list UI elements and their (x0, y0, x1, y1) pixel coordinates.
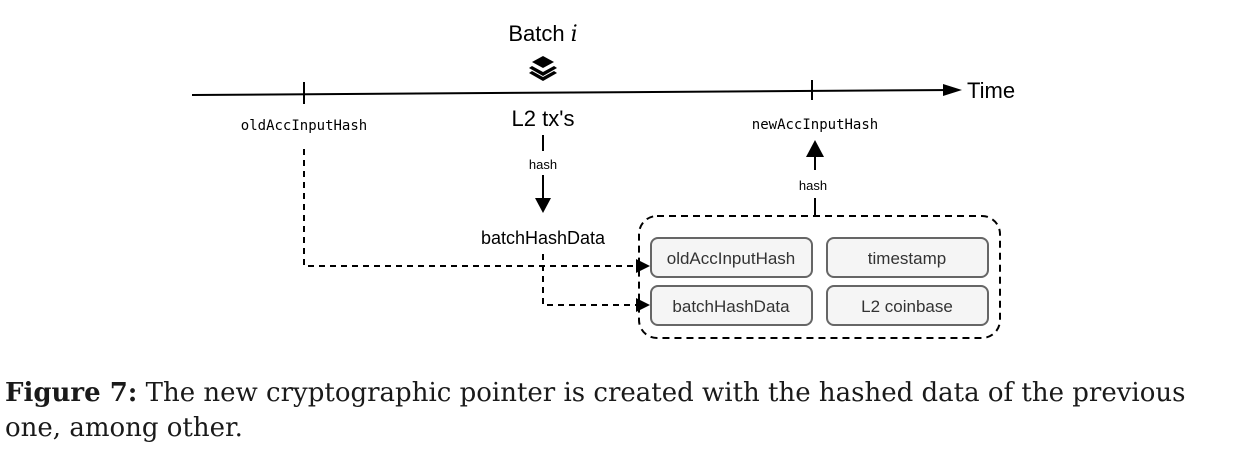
hashed-data-container (638, 215, 1001, 339)
old-hash-connector (303, 149, 638, 267)
batch-hash-data-label: batchHashData (481, 228, 606, 248)
figure-caption: Figure 7: The new cryptographic pointer … (5, 376, 1240, 446)
batch-title: Batch i (508, 21, 577, 47)
hash-down-arrowhead (535, 198, 551, 213)
box-timestamp (826, 237, 989, 278)
hash-up-arrowhead (806, 140, 824, 157)
box-batch-hash-data-text: batchHashData (672, 297, 790, 316)
l2-txs-label: L2 tx's (512, 106, 575, 131)
figure-caption-label: Figure 7: (5, 378, 138, 408)
timeline-arrowhead (943, 84, 962, 96)
diagram: Batch i Time oldAccInputHash newAccInputH… (191, 21, 1015, 339)
figure-caption-text: The new cryptographic pointer is created… (5, 378, 1186, 443)
batch-hash-connector-arrowhead (636, 298, 650, 312)
old-hash-connector-arrowhead (636, 259, 650, 273)
new-acc-input-hash-label: newAccInputHash (752, 117, 878, 133)
layers-icon (529, 56, 557, 81)
box-old-acc-input-hash (650, 237, 813, 278)
batch-hash-connector (542, 254, 638, 306)
box-batch-hash-data (650, 285, 813, 326)
box-l2-coinbase (826, 285, 989, 326)
box-old-acc-input-hash-text: oldAccInputHash (667, 249, 796, 268)
box-timestamp-text: timestamp (868, 249, 946, 268)
time-label: Time (967, 78, 1015, 103)
hash-down-label: hash (529, 157, 557, 172)
old-acc-input-hash-label: oldAccInputHash (241, 118, 367, 134)
box-l2-coinbase-text: L2 coinbase (861, 297, 953, 316)
timeline-axis (191, 89, 956, 96)
hash-up-label: hash (799, 178, 827, 193)
